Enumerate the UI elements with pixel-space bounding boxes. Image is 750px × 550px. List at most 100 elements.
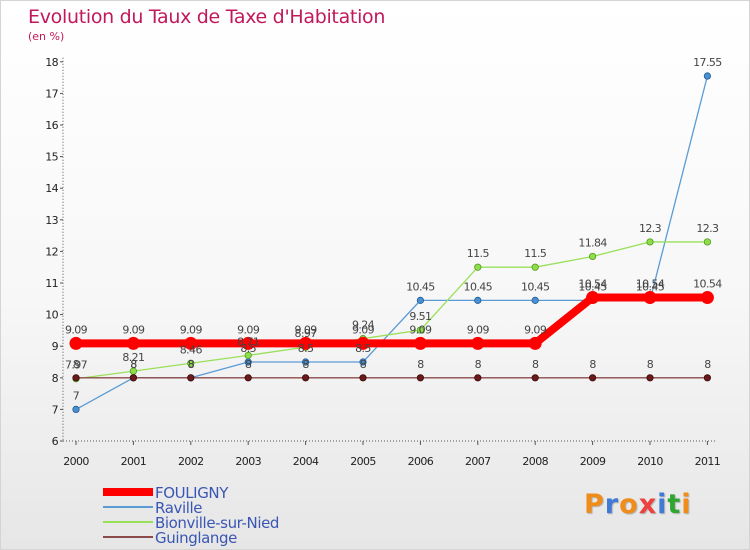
data-point (299, 336, 313, 350)
logo-letter: o (619, 489, 639, 520)
data-point (531, 374, 539, 382)
series-line (75, 241, 709, 380)
logo-letter: t (667, 489, 682, 520)
x-tick-label: 2010 (637, 455, 663, 468)
data-label: 9.09 (65, 323, 88, 336)
data-label: 8 (532, 358, 539, 371)
data-point (244, 374, 252, 382)
data-point (588, 252, 597, 261)
x-tick-label: 2005 (350, 455, 376, 468)
data-label: 10.45 (406, 280, 435, 293)
data-point (72, 374, 80, 382)
data-point (588, 374, 597, 382)
data-point (301, 358, 310, 366)
x-tick-label: 2009 (580, 455, 606, 468)
data-label: 8 (475, 358, 482, 371)
data-label: 8.21 (122, 351, 144, 364)
logo-letter: i (681, 489, 692, 520)
y-tick-label: 8 (52, 372, 59, 385)
data-point (72, 405, 80, 413)
data-label: 7 (73, 389, 80, 402)
logo-letter: i (657, 489, 668, 520)
y-tick-label: 12 (45, 245, 58, 258)
x-tick-label: 2011 (695, 455, 721, 468)
logo-letter: x (638, 489, 658, 520)
data-point (474, 263, 482, 271)
data-label: 8.46 (180, 343, 203, 356)
data-point (187, 374, 195, 382)
data-point (359, 358, 367, 366)
y-tick-label: 7 (52, 403, 59, 416)
data-point (703, 374, 712, 382)
data-point (703, 72, 712, 80)
data-label: 10.54 (693, 278, 722, 291)
data-label: 11.5 (467, 247, 490, 260)
logo-letter: r (604, 489, 620, 520)
data-labels: 9.09 9.09 9.09 9.09 9.09 9.09 9.09 9.09 9.09 10.5… (65, 56, 723, 402)
data-label: 8 (130, 358, 137, 371)
data-label: 8.97 (295, 327, 318, 340)
logo-letter: P (584, 489, 605, 520)
data-point (474, 296, 482, 304)
data-label: 9.09 (467, 323, 490, 336)
data-label: 12.3 (696, 222, 719, 235)
data-label: 10.45 (636, 280, 665, 293)
chart-title: Evolution du Taux de Taxe d'Habitation (28, 6, 386, 28)
data-point (471, 336, 485, 350)
data-label: 8 (360, 358, 367, 371)
data-label: 8.71 (237, 335, 259, 348)
data-label: 8 (188, 358, 195, 371)
data-point (531, 263, 539, 271)
data-label: 11.84 (578, 236, 607, 249)
data-label: 8 (647, 358, 654, 371)
x-tick-label: 2001 (121, 455, 147, 468)
legend-swatch (103, 521, 153, 523)
data-label: 8.5 (240, 342, 256, 355)
data-point (413, 336, 427, 350)
data-label: 10.54 (578, 278, 607, 291)
data-point (129, 374, 137, 382)
y-tick-label: 17 (45, 87, 58, 100)
data-point (301, 374, 310, 382)
data-point (416, 374, 424, 382)
line-chart: 6 7 8 9 10 11 12 13 14 15 16 17 18 2000 2001 2002 2003 20… (45, 56, 723, 468)
series-line (72, 293, 712, 348)
data-label: 11.5 (524, 247, 547, 260)
data-label: 12.3 (639, 222, 662, 235)
x-tick-label: 2008 (522, 455, 548, 468)
data-point (356, 336, 370, 350)
legend-label: Bionville-sur-Nied (155, 514, 280, 532)
legend-label: FOULIGNY (155, 484, 229, 502)
data-point (359, 374, 367, 382)
proxiti-logo: Proxiti (584, 489, 692, 520)
data-label: 9.09 (180, 323, 203, 336)
data-label: 9.09 (295, 323, 318, 336)
data-label: 8 (188, 358, 195, 371)
data-label: 17.55 (693, 56, 722, 69)
x-tick-label: 2000 (63, 455, 89, 468)
series-line (75, 75, 709, 411)
data-point (187, 359, 195, 367)
x-tick-label: 2007 (465, 455, 491, 468)
data-label: 8.5 (355, 342, 371, 355)
data-label: 9.09 (237, 323, 260, 336)
data-point (69, 336, 83, 350)
axes: 6 7 8 9 10 11 12 13 14 15 16 17 18 2000 2001 2002 2003 20… (45, 56, 721, 468)
y-tick-label: 11 (45, 277, 58, 290)
y-tick-label: 15 (45, 151, 58, 164)
data-label: 9.09 (524, 323, 547, 336)
data-point (184, 336, 198, 350)
legend-swatch (103, 506, 153, 508)
y-tick-label: 16 (45, 119, 58, 132)
y-tick-label: 18 (45, 56, 58, 69)
legend-swatch (103, 488, 153, 496)
data-label: 9.51 (409, 310, 431, 323)
data-point (474, 374, 482, 382)
data-point (416, 326, 424, 334)
legend-label: Raville (155, 499, 203, 517)
y-tick-label: 9 (52, 340, 59, 353)
data-label: 10.45 (464, 280, 493, 293)
data-point (700, 291, 714, 305)
data-label: 8 (704, 358, 711, 371)
